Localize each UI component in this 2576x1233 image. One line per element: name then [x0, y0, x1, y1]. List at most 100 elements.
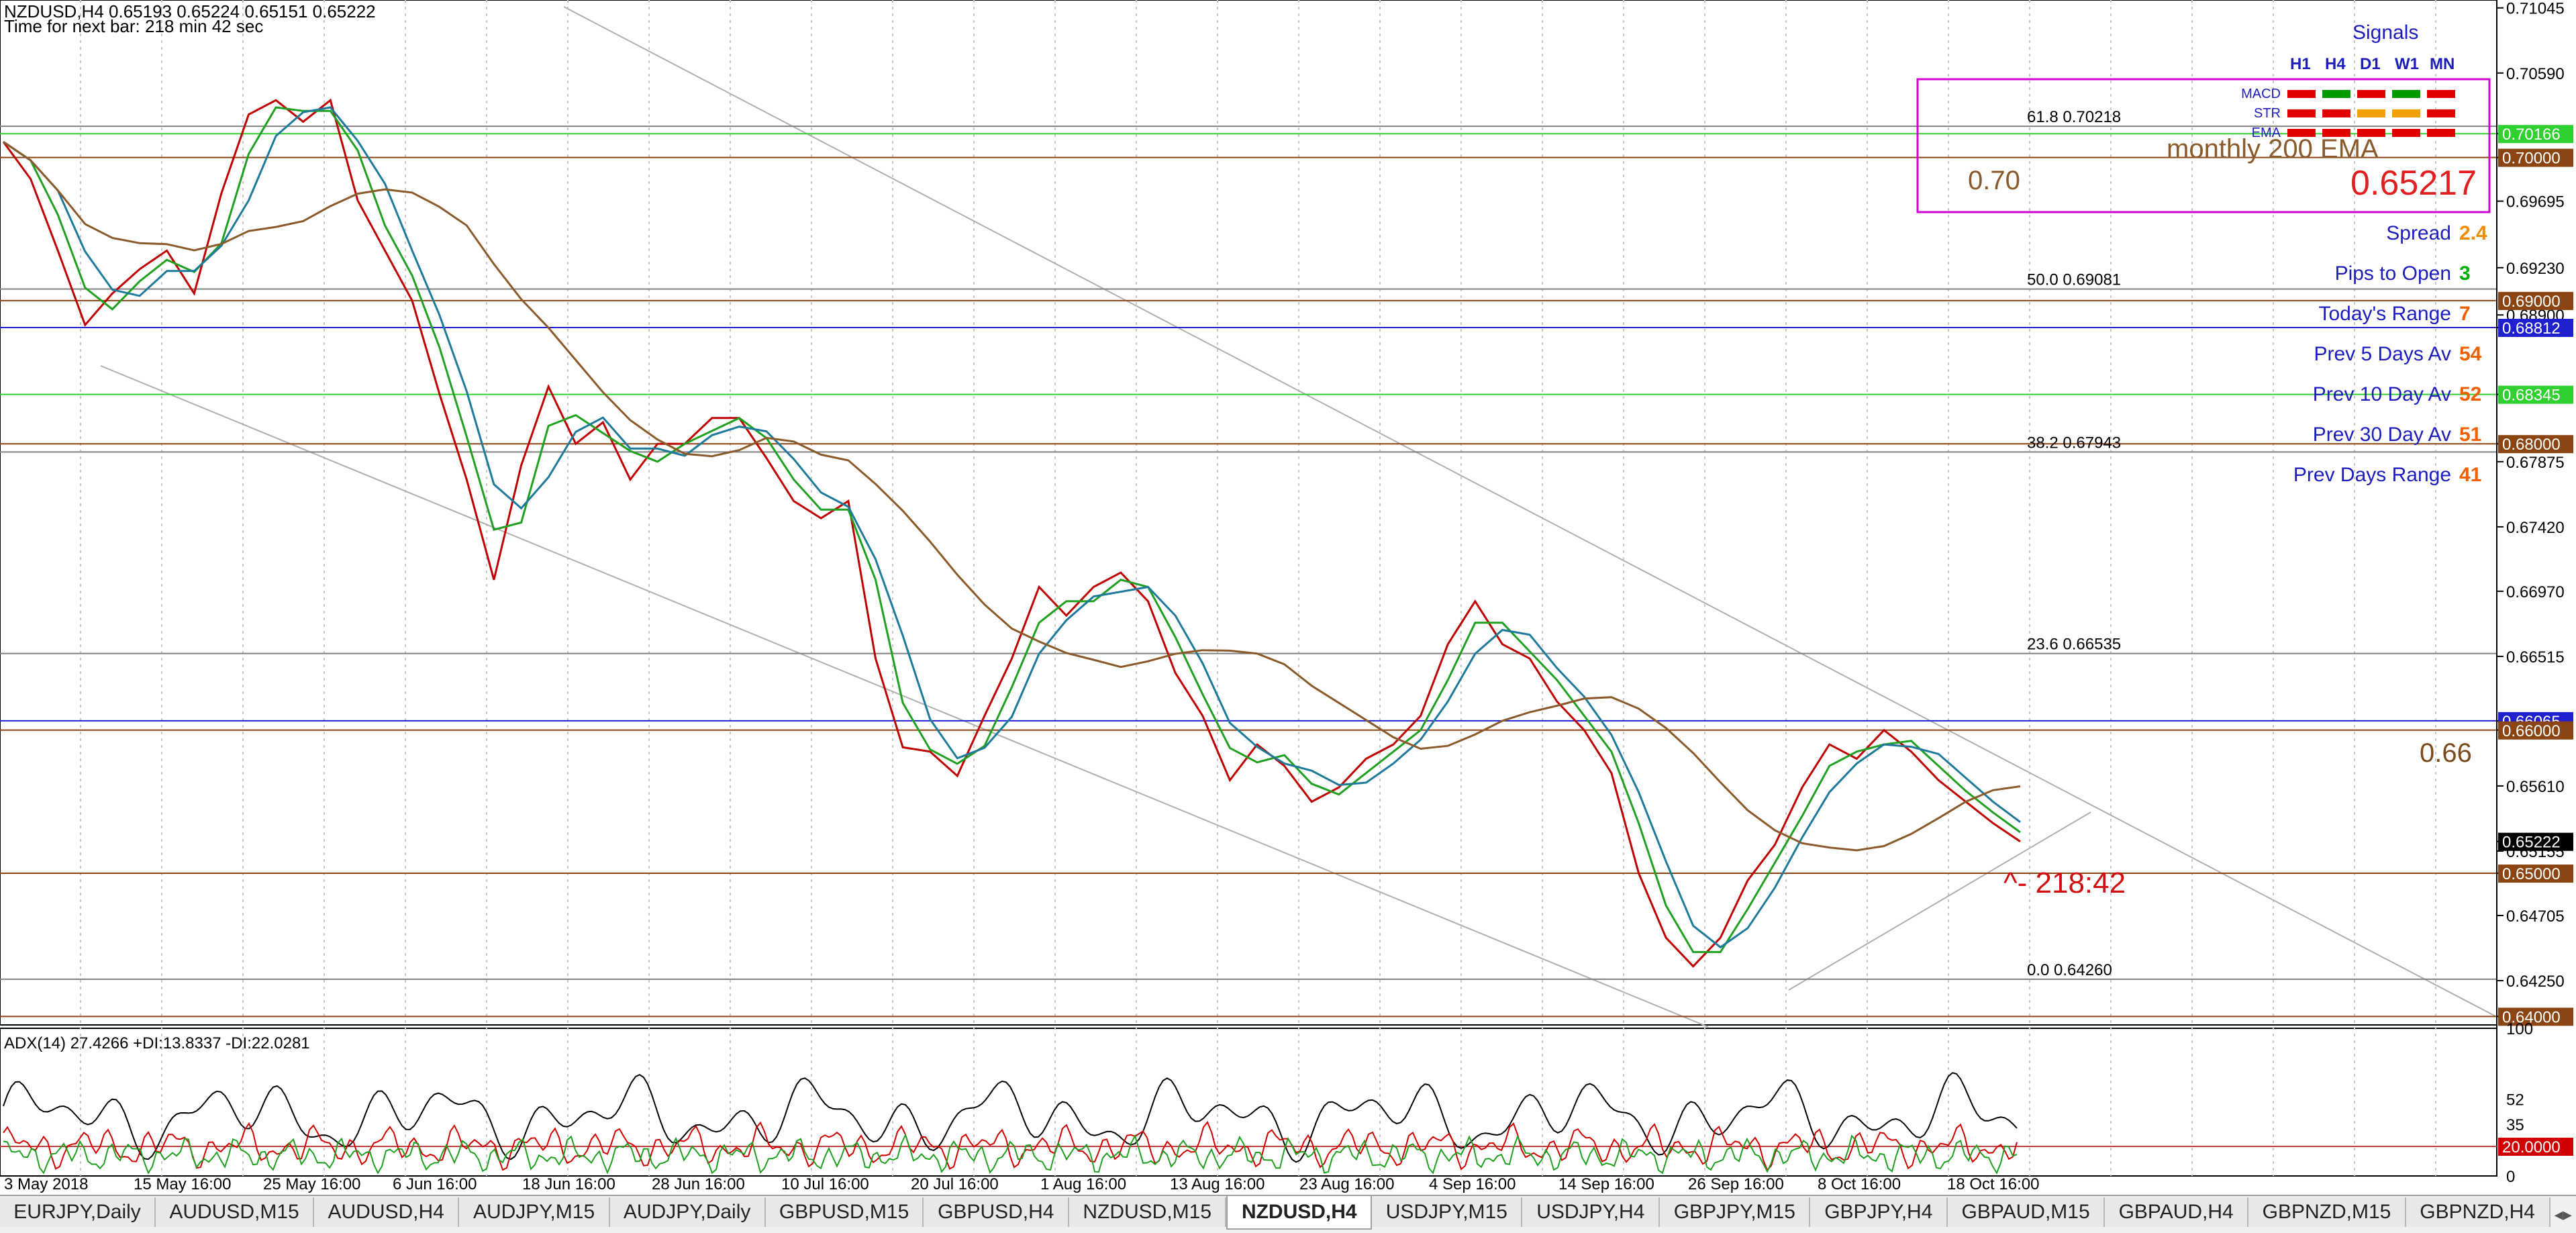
signal-timeframe-label: MN	[2430, 55, 2455, 73]
fib-level-label: 38.2 0.67943	[2027, 434, 2121, 452]
time-axis-label: 23 Aug 16:00	[1299, 1175, 1394, 1193]
price-axis-label: 0.69230	[2506, 260, 2565, 278]
support-trend-line	[1788, 811, 2091, 991]
price-level-box-label: 0.68812	[2502, 319, 2561, 338]
chart-tabbar: EURJPY,Daily AUDUSD,M15 AUDUSD,H4 AUDJPY,M1…	[0, 1195, 2576, 1233]
info-value: 52	[2459, 383, 2481, 405]
chart-tab[interactable]: GBPAUD,H4	[2104, 1197, 2249, 1227]
time-axis-label: 10 Jul 16:00	[781, 1175, 869, 1193]
info-label: Prev 5 Days Av	[2314, 343, 2451, 365]
chart-tab[interactable]: AUDJPY,M15	[459, 1197, 610, 1227]
chart-tab[interactable]: GBPNZD,H4	[2406, 1197, 2550, 1227]
info-value: 51	[2459, 424, 2481, 446]
info-label: Prev 30 Day Av	[2313, 424, 2451, 446]
indicator-plot-frame	[0, 1028, 2497, 1177]
level-66-label: 0.66	[2420, 738, 2472, 768]
current-price-display: 0.65217	[2350, 164, 2477, 203]
current-price-box	[2498, 832, 2573, 851]
info-value: 2.4	[2459, 222, 2487, 244]
signal-indicator	[2427, 90, 2455, 98]
chart-tab[interactable]: GBPUSD,H4	[924, 1197, 1070, 1227]
signal-row-label: MACD	[2241, 87, 2281, 101]
price-level-box-label: 0.65000	[2502, 865, 2561, 883]
signal-timeframe-label: H1	[2290, 55, 2311, 73]
tab-scroll-arrows-icon[interactable]: ◂▸	[2554, 1204, 2572, 1224]
adx-axis-label: 100	[2506, 1020, 2533, 1038]
time-axis-label: 26 Sep 16:00	[1688, 1175, 1784, 1193]
time-axis-label: 13 Aug 16:00	[1170, 1175, 1265, 1193]
price-level-box-label: 0.68000	[2502, 436, 2561, 454]
time-axis-label: 20 Jul 16:00	[911, 1175, 999, 1193]
price-level-box	[2498, 1007, 2573, 1026]
info-label: Prev 10 Day Av	[2313, 383, 2451, 405]
time-axis-label: 25 May 16:00	[263, 1175, 360, 1193]
chart-tab[interactable]: GBPJPY,H4	[1810, 1197, 1948, 1227]
fib-level-label: 61.8 0.70218	[2027, 108, 2121, 126]
chart-tab[interactable]: USDJPY,H4	[1522, 1197, 1661, 1227]
signal-row-label: EMA	[2252, 126, 2281, 140]
info-label: Today's Range	[2318, 303, 2451, 325]
chart-tab[interactable]: NZDUSD,H4	[1226, 1196, 1373, 1230]
price-axis-label: 0.66515	[2506, 648, 2565, 667]
current-price-label: 0.65222	[2502, 834, 2561, 852]
mid-ema-line	[3, 106, 2021, 949]
signal-indicator	[2322, 109, 2350, 117]
price-axis-label: 0.67875	[2506, 454, 2565, 472]
time-axis-label: 28 Jun 16:00	[652, 1175, 745, 1193]
channel-lower-line	[100, 365, 1709, 1028]
info-label: Spread	[2386, 222, 2451, 244]
signal-indicator	[2392, 109, 2420, 117]
price-axis-label: 0.67420	[2506, 519, 2565, 537]
info-label: Prev Days Range	[2293, 464, 2451, 486]
info-value: 41	[2459, 464, 2481, 486]
main-plot-frame	[0, 0, 2497, 1026]
time-axis-label: 1 Aug 16:00	[1040, 1175, 1126, 1193]
price-axis-label: 0.65610	[2506, 778, 2565, 796]
signal-indicator	[2322, 129, 2350, 137]
chart-tab[interactable]: GBPAUD,M15	[1948, 1197, 2105, 1227]
time-axis-label: 8 Oct 16:00	[1818, 1175, 1901, 1193]
signal-timeframe-label: H4	[2325, 55, 2346, 73]
fib-level-label: 0.0 0.64260	[2027, 961, 2112, 979]
signal-indicator	[2287, 109, 2316, 117]
fast-ema-line	[3, 106, 2021, 953]
signals-title: Signals	[2352, 21, 2418, 44]
chart-tab[interactable]: GBPJPY,M15	[1660, 1197, 1811, 1227]
ema-200-line	[3, 140, 2021, 852]
chart-tab[interactable]: EURJPY,Daily	[0, 1197, 156, 1227]
price-axis-label: 0.71045	[2506, 0, 2565, 18]
price-axis-label: 0.70590	[2506, 65, 2565, 83]
signal-indicator	[2357, 109, 2385, 117]
signal-indicator	[2427, 109, 2455, 117]
price-axis-label: 0.64705	[2506, 907, 2565, 926]
chart-tab[interactable]: AUDUSD,H4	[313, 1197, 460, 1227]
level-70-label: 0.70	[1968, 166, 2020, 195]
adx-level-box	[2498, 1138, 2573, 1156]
price-level-box	[2498, 721, 2573, 740]
price-axis-label: 0.64250	[2506, 973, 2565, 991]
signals-box	[1916, 78, 2491, 213]
fib-level-label: 23.6 0.66535	[2027, 636, 2121, 654]
info-value: 3	[2459, 262, 2471, 285]
signal-row-label: STR	[2254, 106, 2281, 121]
chart-tab[interactable]: GBPNZD,M15	[2248, 1197, 2406, 1227]
price-chart[interactable]: 61.8 0.70218 50.0 0.69081 38.2 0.67943 23.6…	[0, 0, 2576, 1195]
price-level-box	[2498, 865, 2573, 883]
di-plus-line	[3, 1133, 2018, 1175]
fib-level-label: 50.0 0.69081	[2027, 271, 2121, 289]
time-axis-label: 18 Oct 16:00	[1947, 1175, 2039, 1193]
chart-tab[interactable]: GBPUSD,M15	[765, 1197, 924, 1227]
info-value: 54	[2459, 343, 2482, 365]
chart-tab[interactable]: AUDUSD,M15	[156, 1197, 314, 1227]
signal-timeframe-label: W1	[2395, 55, 2419, 73]
chart-tab[interactable]: NZDUSD,M15	[1069, 1197, 1227, 1227]
price-level-box-label: 0.64000	[2502, 1008, 2561, 1026]
chart-tab[interactable]: USDJPY,M15	[1372, 1197, 1523, 1227]
adx-axis-label: 0	[2506, 1168, 2515, 1186]
info-label: Pips to Open	[2335, 262, 2451, 285]
channel-upper-line	[563, 6, 2497, 1018]
price-line	[2, 98, 2021, 968]
chart-tab[interactable]: AUDJPY,Daily	[609, 1197, 766, 1227]
adx-axis-label: 52	[2506, 1091, 2524, 1109]
signal-indicator	[2287, 129, 2316, 137]
